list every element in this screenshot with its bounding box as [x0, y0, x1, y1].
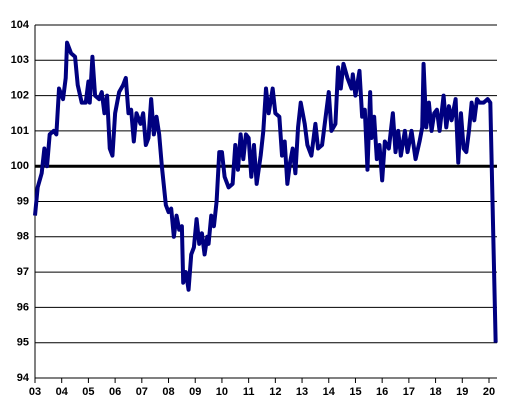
y-tick-label: 104 [11, 19, 30, 31]
x-tick-label: 06 [109, 386, 121, 398]
y-tick-label: 95 [17, 337, 29, 349]
y-tick-label: 101 [11, 125, 29, 137]
x-tick-label: 04 [56, 386, 69, 398]
x-tick-label: 14 [323, 386, 336, 398]
x-tick-label: 08 [162, 386, 174, 398]
y-tick-label: 100 [11, 160, 29, 172]
x-tick-label: 20 [483, 386, 495, 398]
x-tick-label: 11 [243, 386, 255, 398]
y-tick-label: 103 [11, 54, 29, 66]
data-line [33, 40, 498, 343]
x-tick-label: 12 [269, 386, 281, 398]
x-tick-label: 05 [82, 386, 94, 398]
x-tick-label: 03 [29, 386, 41, 398]
y-tick-label: 96 [17, 301, 29, 313]
x-tick-label: 13 [296, 386, 308, 398]
y-tick-label: 94 [17, 372, 30, 384]
x-tick-label: 07 [136, 386, 148, 398]
x-tick-label: 10 [216, 386, 228, 398]
y-tick-label: 97 [17, 266, 29, 278]
y-tick-label: 99 [17, 195, 29, 207]
x-tick-label: 17 [403, 386, 415, 398]
x-tick-label: 18 [429, 386, 441, 398]
y-tick-label: 98 [17, 231, 29, 243]
y-tick-label: 102 [11, 90, 29, 102]
x-tick-label: 19 [456, 386, 468, 398]
x-tick-label: 15 [349, 386, 361, 398]
x-tick-label: 09 [189, 386, 201, 398]
x-tick-label: 16 [376, 386, 388, 398]
